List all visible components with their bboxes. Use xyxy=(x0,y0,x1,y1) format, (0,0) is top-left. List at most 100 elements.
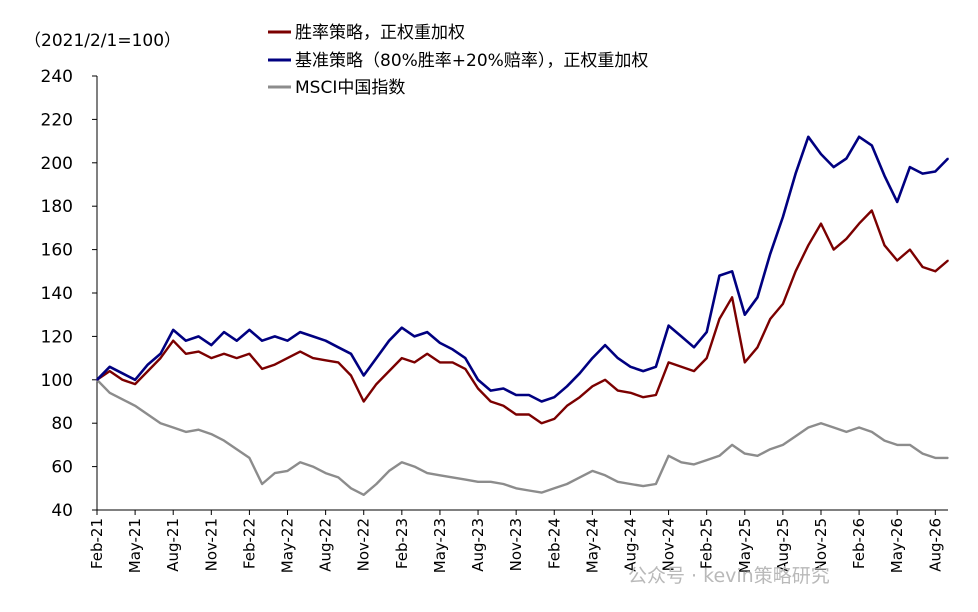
data-point xyxy=(947,157,949,160)
y-tick-label: 80 xyxy=(51,414,73,434)
data-point xyxy=(756,346,759,349)
data-point xyxy=(794,270,797,273)
data-point xyxy=(693,463,695,466)
data-point xyxy=(350,487,352,490)
data-point xyxy=(566,483,568,485)
data-point xyxy=(896,201,898,203)
data-point xyxy=(782,444,784,446)
data-point xyxy=(604,344,606,346)
data-point xyxy=(248,329,251,331)
data-point xyxy=(934,270,937,273)
data-point xyxy=(489,389,492,392)
x-tick-label: Nov-21 xyxy=(202,518,220,571)
data-point xyxy=(274,363,276,366)
legend-label: 基准策略（80%胜率+20%赔率），正权重加权 xyxy=(295,51,648,71)
data-point xyxy=(426,472,429,474)
data-point xyxy=(921,452,924,455)
data-point xyxy=(451,476,454,479)
data-point xyxy=(528,413,530,416)
data-point xyxy=(96,379,98,381)
x-tick-label: Feb-25 xyxy=(698,518,716,569)
data-point xyxy=(845,431,848,433)
data-point xyxy=(629,392,632,394)
data-point xyxy=(401,357,403,359)
data-point xyxy=(591,470,594,472)
data-point xyxy=(134,405,136,407)
data-point xyxy=(769,448,771,451)
data-point xyxy=(566,385,568,388)
data-point xyxy=(680,365,683,368)
data-point xyxy=(261,368,263,370)
data-point xyxy=(350,352,352,355)
data-point xyxy=(756,454,759,457)
data-point xyxy=(566,405,568,407)
data-point xyxy=(909,166,911,168)
data-point xyxy=(464,478,467,481)
x-tick-label: Feb-24 xyxy=(545,518,563,569)
data-point xyxy=(705,357,708,359)
data-point xyxy=(667,361,670,364)
data-point xyxy=(553,487,556,490)
x-tick-label: May-26 xyxy=(888,518,906,573)
series-line-2 xyxy=(96,135,949,403)
data-point xyxy=(312,465,314,468)
data-point xyxy=(375,357,378,359)
x-tick-label: May-22 xyxy=(279,518,297,573)
data-point xyxy=(413,335,416,338)
data-point xyxy=(515,487,517,490)
data-point xyxy=(553,396,556,398)
data-point xyxy=(820,153,822,155)
data-point xyxy=(121,398,124,401)
x-tick-label: Aug-26 xyxy=(926,518,944,572)
data-point xyxy=(274,335,276,338)
data-point xyxy=(858,135,860,138)
data-point xyxy=(909,248,911,251)
data-point xyxy=(489,400,492,403)
data-point xyxy=(286,470,289,472)
data-point xyxy=(655,394,657,396)
data-point xyxy=(210,344,213,346)
data-point xyxy=(413,465,416,468)
data-point xyxy=(185,431,187,433)
x-tick-label: Aug-21 xyxy=(164,518,182,572)
y-tick-label: 120 xyxy=(41,327,73,347)
data-point xyxy=(858,426,860,429)
data-point xyxy=(718,454,721,457)
data-point xyxy=(909,444,911,446)
data-point xyxy=(108,392,111,394)
y-tick-label: 160 xyxy=(41,241,73,261)
y-axis: 40 60 80 100 120 140 160 180 200 220 240 xyxy=(41,67,98,521)
x-tick-label: Feb-23 xyxy=(393,518,411,569)
x-tick-label: Feb-26 xyxy=(850,518,868,569)
data-point xyxy=(477,480,479,483)
data-point xyxy=(337,361,340,364)
data-point xyxy=(705,331,708,333)
data-point xyxy=(464,368,467,370)
data-point xyxy=(248,457,251,459)
series-line-1 xyxy=(96,209,949,425)
data-point xyxy=(261,339,263,342)
data-point xyxy=(350,374,352,377)
data-point xyxy=(388,339,390,342)
data-point xyxy=(502,405,505,407)
data-point xyxy=(655,365,657,368)
data-point xyxy=(426,331,429,333)
data-point xyxy=(616,357,619,359)
data-point xyxy=(299,331,302,333)
watermark: 公众号 · kevin策略研究 xyxy=(628,565,830,587)
data-point xyxy=(172,339,175,342)
x-tick-label: Aug-25 xyxy=(774,518,792,572)
data-point xyxy=(604,474,606,477)
data-point xyxy=(299,350,302,353)
data-point xyxy=(731,270,733,273)
data-point xyxy=(362,374,365,377)
data-point xyxy=(947,457,949,459)
y-unit-label: （2021/2/1=100） xyxy=(24,31,181,51)
data-point xyxy=(235,339,238,342)
data-point xyxy=(896,444,898,446)
data-point xyxy=(337,476,340,479)
data-point xyxy=(731,296,733,299)
data-point xyxy=(540,422,543,425)
x-tick-label: Nov-24 xyxy=(660,518,678,571)
